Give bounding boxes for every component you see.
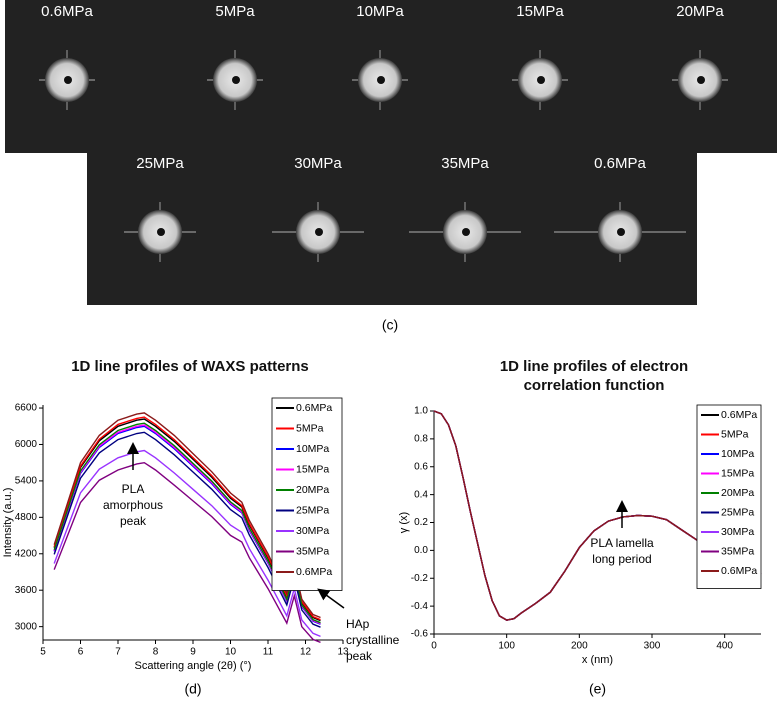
annotation: PLA lamella (590, 536, 654, 550)
panel-label: (e) (589, 681, 606, 697)
saxs-beamstop (617, 228, 625, 236)
x-tick-label: 100 (498, 641, 515, 652)
annotation-arrow (317, 588, 345, 609)
legend-label: 0.6MPa (296, 566, 332, 578)
legend-box (271, 397, 343, 591)
saxs-label: 20MPa (676, 3, 724, 20)
saxs-beamstop (462, 228, 470, 236)
y-axis-label: γ (x) (398, 512, 410, 533)
legend-label: 20MPa (721, 487, 754, 499)
saxs-beamstop (64, 76, 72, 84)
saxs-label: 0.6MPa (41, 3, 93, 20)
x-tick-label: 400 (716, 641, 733, 652)
y-tick-label: 4200 (15, 548, 38, 559)
x-tick-label: 13 (337, 647, 349, 658)
annotation: long period (592, 552, 651, 566)
saxs-label: 30MPa (294, 155, 342, 172)
saxs-label: 0.6MPa (594, 155, 646, 172)
annotation: HAp (346, 617, 370, 631)
y-tick-label: 4800 (15, 512, 38, 523)
saxs-label: 10MPa (356, 3, 404, 20)
legend-label: 20MPa (296, 484, 329, 496)
legend-label: 10MPa (721, 448, 754, 460)
y-tick-label: 0.0 (414, 545, 428, 556)
annotation: peak (346, 649, 373, 663)
legend-label: 15MPa (721, 467, 754, 479)
chart-title: 1D line profiles of WAXS patterns (71, 358, 309, 375)
legend-label: 35MPa (721, 545, 754, 557)
x-axis-label: x (nm) (582, 654, 613, 666)
y-tick-label: 0.4 (414, 489, 428, 500)
y-tick-label: 3000 (15, 621, 38, 632)
x-tick-label: 300 (644, 641, 661, 652)
annotation: peak (120, 514, 147, 528)
x-tick-label: 11 (263, 647, 274, 658)
legend-label: 0.6MPa (721, 409, 757, 421)
y-tick-label: 0.2 (414, 517, 428, 528)
saxs-beamstop (157, 228, 165, 236)
legend-box (696, 404, 762, 589)
x-tick-label: 5 (40, 647, 46, 658)
saxs-beamstop (697, 76, 705, 84)
legend-label: 0.6MPa (721, 565, 757, 577)
y-tick-label: -0.6 (411, 629, 429, 640)
y-tick-label: 0.8 (414, 434, 428, 445)
legend-label: 35MPa (296, 545, 329, 557)
x-tick-label: 0 (431, 641, 437, 652)
saxs-beamstop (315, 228, 323, 236)
saxs-label: 25MPa (136, 155, 184, 172)
y-tick-label: 6000 (15, 439, 38, 450)
legend-label: 5MPa (721, 428, 749, 440)
x-tick-label: 10 (225, 647, 237, 658)
saxs-label: 5MPa (215, 3, 255, 20)
chart-title: 1D line profiles of electron correlation… (499, 358, 689, 394)
legend-label: 25MPa (721, 506, 754, 518)
y-axis-label: Intensity (a.u.) (2, 488, 14, 558)
saxs-beamstop (232, 76, 240, 84)
legend-label: 15MPa (296, 463, 329, 475)
saxs-label: 35MPa (441, 155, 489, 172)
saxs-beamstop (377, 76, 385, 84)
y-tick-label: -0.4 (411, 601, 429, 612)
data-line (433, 410, 762, 621)
x-tick-label: 8 (153, 647, 159, 658)
y-tick-label: 1.0 (414, 406, 428, 417)
x-tick-label: 9 (190, 647, 196, 658)
panel-label: (d) (184, 681, 201, 697)
saxs-beamstop (537, 76, 545, 84)
x-tick-label: 7 (115, 647, 121, 658)
x-tick-label: 200 (571, 641, 588, 652)
legend-label: 10MPa (296, 443, 329, 455)
legend-label: 30MPa (296, 525, 329, 537)
saxs-label: 15MPa (516, 3, 564, 20)
y-tick-label: 5400 (15, 476, 38, 487)
annotation: amorphous (103, 498, 163, 512)
y-tick-label: -0.2 (411, 573, 429, 584)
x-tick-label: 12 (300, 647, 312, 658)
y-tick-label: 0.6 (414, 461, 428, 472)
y-tick-label: 6600 (15, 403, 38, 414)
legend-label: 30MPa (721, 526, 754, 538)
x-tick-label: 6 (78, 647, 84, 658)
legend-label: 0.6MPa (296, 402, 332, 414)
panel-label: (c) (382, 317, 398, 333)
y-tick-label: 3600 (15, 585, 38, 596)
legend-label: 5MPa (296, 422, 324, 434)
data-line (53, 461, 321, 644)
annotation: PLA (122, 482, 145, 496)
annotation: crystalline (346, 633, 400, 647)
legend-label: 25MPa (296, 504, 329, 516)
saxs-row-2 (87, 153, 697, 305)
x-axis-label: Scattering angle (2θ) (°) (135, 660, 252, 672)
